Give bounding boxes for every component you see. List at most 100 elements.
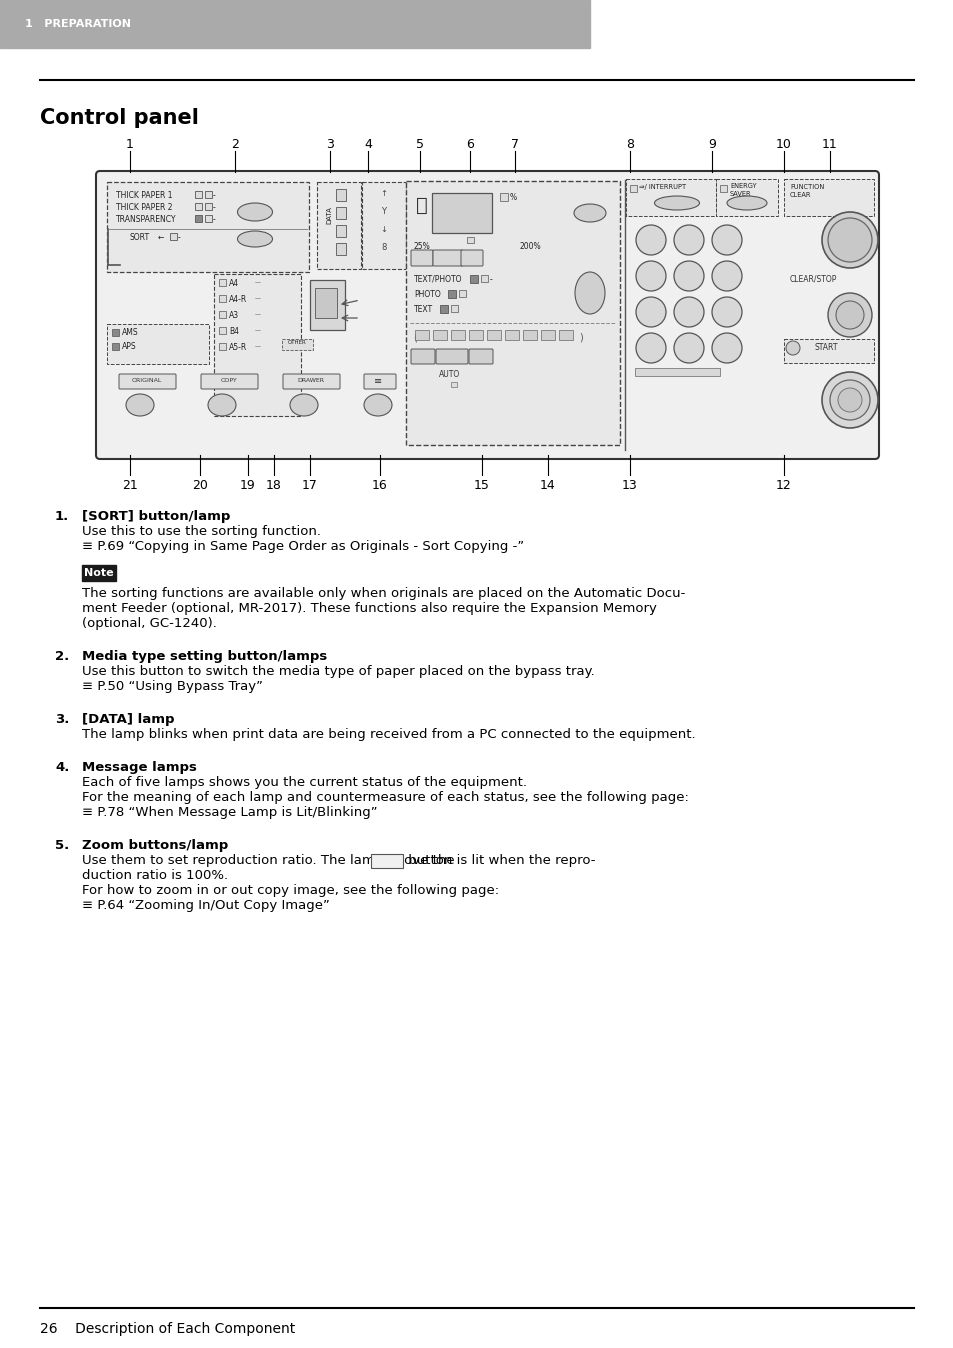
Text: button is lit when the repro-: button is lit when the repro- <box>404 855 596 867</box>
Text: 100%: 100% <box>375 856 399 865</box>
Text: 15: 15 <box>474 479 490 492</box>
Bar <box>112 329 119 336</box>
FancyBboxPatch shape <box>433 249 462 266</box>
Text: AMS: AMS <box>122 328 138 337</box>
Text: THICK PAPER 2: THICK PAPER 2 <box>116 204 172 212</box>
Text: -: - <box>213 214 215 224</box>
Text: 3: 3 <box>722 233 731 247</box>
Circle shape <box>821 372 877 429</box>
Circle shape <box>636 225 665 255</box>
Ellipse shape <box>237 204 273 221</box>
Text: [SORT] button/lamp: [SORT] button/lamp <box>82 510 230 523</box>
Text: The sorting functions are available only when originals are placed on the Automa: The sorting functions are available only… <box>82 586 684 600</box>
Bar <box>205 191 212 198</box>
Text: ORIGINAL: ORIGINAL <box>132 379 162 383</box>
Circle shape <box>673 333 703 363</box>
Bar <box>635 368 720 376</box>
Text: -: - <box>490 275 493 284</box>
Text: 6: 6 <box>722 270 731 283</box>
Text: 17: 17 <box>302 479 317 492</box>
Text: A5-R: A5-R <box>229 342 247 352</box>
FancyBboxPatch shape <box>436 349 468 364</box>
Bar <box>486 330 500 340</box>
FancyBboxPatch shape <box>119 373 175 390</box>
Text: 5: 5 <box>684 270 693 283</box>
Text: -: - <box>213 204 215 212</box>
Text: Use this button to switch the media type of paper placed on the bypass tray.: Use this button to switch the media type… <box>82 665 594 678</box>
Bar <box>170 233 177 240</box>
Circle shape <box>711 225 741 255</box>
Ellipse shape <box>726 195 766 210</box>
Text: 19: 19 <box>240 479 255 492</box>
Circle shape <box>827 293 871 337</box>
Text: ◄: ◄ <box>419 255 424 262</box>
Text: -: - <box>213 191 215 200</box>
FancyBboxPatch shape <box>364 373 395 390</box>
Bar <box>480 275 488 282</box>
Text: ENERGY: ENERGY <box>729 183 756 189</box>
FancyBboxPatch shape <box>716 179 778 216</box>
Bar <box>194 214 202 222</box>
Text: 9: 9 <box>707 139 715 151</box>
Bar <box>433 330 447 340</box>
Text: 3: 3 <box>326 139 334 151</box>
Text: 7: 7 <box>511 139 518 151</box>
Text: ⎘: ⎘ <box>416 195 428 214</box>
Text: 2.: 2. <box>55 650 70 663</box>
Text: 21: 21 <box>122 479 138 492</box>
Text: 2: 2 <box>231 139 238 151</box>
Circle shape <box>636 333 665 363</box>
Text: TEXT/PHOTO: TEXT/PHOTO <box>414 275 462 284</box>
FancyBboxPatch shape <box>469 349 493 364</box>
Bar <box>219 342 226 350</box>
Text: ◄: ◄ <box>419 352 426 360</box>
Bar <box>540 330 555 340</box>
Text: Media type setting button/lamps: Media type setting button/lamps <box>82 650 327 663</box>
Bar <box>522 330 537 340</box>
Text: [DATA] lamp: [DATA] lamp <box>82 713 174 727</box>
Circle shape <box>673 297 703 328</box>
Bar <box>629 185 637 191</box>
Circle shape <box>711 297 741 328</box>
Circle shape <box>837 388 862 412</box>
Text: THICK PAPER 1: THICK PAPER 1 <box>116 191 172 200</box>
FancyBboxPatch shape <box>107 182 309 272</box>
Text: ►: ► <box>477 352 484 360</box>
Bar <box>219 295 226 302</box>
Text: |: | <box>457 202 462 217</box>
Text: 200%: 200% <box>519 243 541 251</box>
Text: ↓: ↓ <box>380 225 387 233</box>
Text: 8: 8 <box>684 306 693 318</box>
Ellipse shape <box>575 272 604 314</box>
FancyBboxPatch shape <box>625 179 716 216</box>
Text: 9: 9 <box>722 306 731 318</box>
Bar <box>194 191 202 198</box>
Text: Each of five lamps shows you the current status of the equipment.: Each of five lamps shows you the current… <box>82 776 526 789</box>
Text: OTHER: OTHER <box>288 340 307 345</box>
FancyBboxPatch shape <box>406 181 619 445</box>
Bar <box>194 204 202 210</box>
Bar <box>558 330 573 340</box>
Text: PHOTO: PHOTO <box>414 290 440 299</box>
Text: ≡ P.69 “Copying in Same Page Order as Originals - Sort Copying -”: ≡ P.69 “Copying in Same Page Order as Or… <box>82 541 524 553</box>
Bar <box>219 328 226 334</box>
Text: START: START <box>814 344 838 352</box>
Circle shape <box>673 262 703 291</box>
Text: 10: 10 <box>775 139 791 151</box>
Bar <box>458 290 465 297</box>
Text: 1: 1 <box>646 233 655 247</box>
FancyBboxPatch shape <box>783 179 873 216</box>
FancyBboxPatch shape <box>411 349 435 364</box>
Text: ←: ← <box>158 233 164 243</box>
Text: *: * <box>647 341 654 355</box>
Bar <box>451 381 456 387</box>
Text: ≡ P.64 “Zooming In/Out Copy Image”: ≡ P.64 “Zooming In/Out Copy Image” <box>82 899 330 913</box>
Ellipse shape <box>574 204 605 222</box>
Bar <box>467 237 474 243</box>
Text: FUNCTION: FUNCTION <box>789 183 823 190</box>
Bar <box>451 330 464 340</box>
Bar <box>448 290 456 298</box>
Text: @: @ <box>447 352 456 360</box>
Text: 1: 1 <box>126 139 133 151</box>
Text: The lamp blinks when print data are being received from a PC connected to the eq: The lamp blinks when print data are bein… <box>82 728 695 741</box>
